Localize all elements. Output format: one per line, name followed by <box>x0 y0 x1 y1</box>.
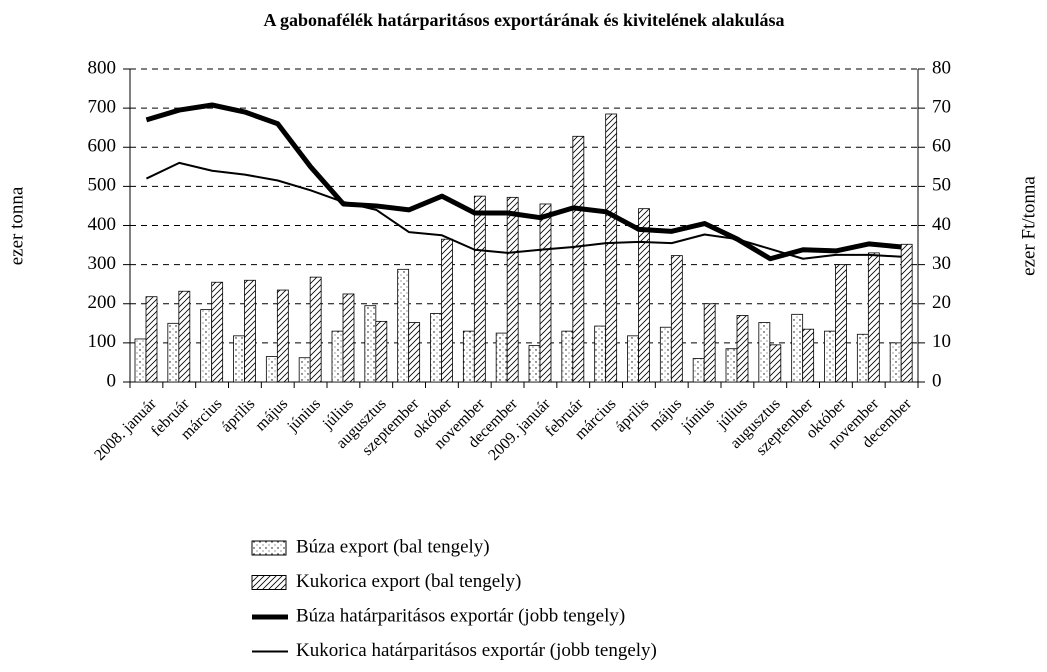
y2-axis-label: ezer Ft/tonna <box>1018 176 1039 276</box>
y2-tick-label: 50 <box>932 175 951 196</box>
bar <box>408 322 421 383</box>
bar <box>605 113 618 383</box>
bar <box>397 268 410 383</box>
bar <box>900 243 913 383</box>
bar <box>703 303 716 383</box>
y-tick-label: 500 <box>88 175 117 196</box>
y-tick-label: 200 <box>88 292 117 313</box>
bar <box>835 264 847 383</box>
bar <box>769 344 782 383</box>
bar <box>594 325 607 383</box>
bar <box>627 335 639 383</box>
bar <box>736 315 749 383</box>
y-tick-label: 700 <box>88 96 117 117</box>
bar <box>134 338 147 383</box>
y2-tick-label: 60 <box>932 136 951 157</box>
bar <box>441 238 453 383</box>
bar <box>233 335 245 383</box>
x-tick-label: június <box>284 395 324 435</box>
line <box>145 102 902 262</box>
bar <box>506 196 519 383</box>
bar <box>670 255 683 383</box>
y2-tick-label: 30 <box>932 253 951 274</box>
bar <box>364 305 377 383</box>
bar <box>178 290 191 383</box>
y-tick-label: 400 <box>88 214 117 235</box>
y-tick-label: 600 <box>88 136 117 157</box>
bar <box>659 326 672 383</box>
bar <box>824 330 836 383</box>
bar <box>473 195 486 383</box>
bar <box>561 330 574 383</box>
y-tick-label: 100 <box>88 331 117 352</box>
bar <box>462 330 475 383</box>
bar <box>309 276 322 383</box>
x-tick-label: május <box>252 395 291 434</box>
bar <box>802 328 815 383</box>
bar <box>200 309 213 383</box>
y2-tick-label: 80 <box>932 57 951 78</box>
y-tick-label: 800 <box>88 57 117 78</box>
bar <box>856 333 869 383</box>
y2-tick-label: 0 <box>932 370 942 391</box>
y2-tick-label: 20 <box>932 292 951 313</box>
x-tick-label: május <box>646 395 685 434</box>
y-tick-label: 300 <box>88 253 117 274</box>
y2-tick-label: 40 <box>932 214 951 235</box>
legend-label: Búza export (bal tengely) <box>296 536 490 557</box>
y-axis-label: ezer tonna <box>6 186 27 265</box>
bar <box>572 135 585 383</box>
x-tick-label: április <box>218 395 258 435</box>
line <box>145 161 902 260</box>
legend-label: Kukorica export (bal tengely) <box>296 571 521 592</box>
y2-tick-label: 70 <box>932 96 951 117</box>
legend-label: Kukorica határparitásos exportár (jobb t… <box>296 640 657 661</box>
y2-tick-label: 10 <box>932 331 951 352</box>
bar <box>211 281 224 383</box>
bar <box>638 208 650 383</box>
bar <box>539 203 552 383</box>
bar <box>758 322 771 383</box>
bar <box>889 342 902 383</box>
bar <box>791 313 804 383</box>
bar <box>331 330 344 383</box>
x-tick-label: április <box>612 395 652 435</box>
bar <box>244 279 256 383</box>
bar <box>375 320 388 383</box>
bar <box>265 356 278 383</box>
legend-label: Búza határparitásos exportár (jobb tenge… <box>296 605 625 626</box>
bar <box>430 313 442 383</box>
bar <box>692 358 705 383</box>
bar <box>342 293 355 383</box>
legend-swatch <box>251 540 287 556</box>
chart-title: A gabonafélék határparitásos exportárána… <box>263 10 784 30</box>
bar <box>528 345 541 383</box>
legend-swatch <box>251 575 287 590</box>
x-tick-label: június <box>678 395 718 435</box>
bar <box>495 332 508 383</box>
bar <box>145 296 158 383</box>
bar <box>298 357 311 383</box>
bar <box>276 289 289 383</box>
y-tick-label: 0 <box>107 370 117 391</box>
bar <box>867 252 880 383</box>
bar <box>167 322 180 383</box>
bar <box>725 348 738 383</box>
